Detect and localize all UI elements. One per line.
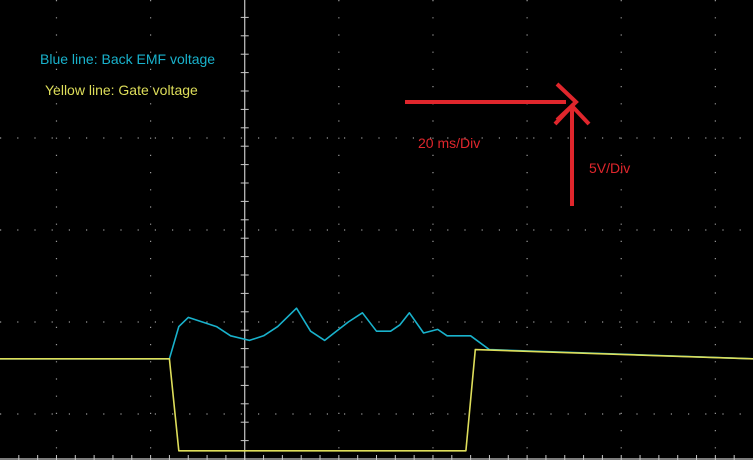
back-emf-trace [0,307,753,360]
legend-yellow-line: Yellow line: Gate voltage [45,82,198,98]
traces [0,307,753,452]
scale-arrows [405,82,591,206]
gate-voltage-trace [0,348,753,452]
time-scale-label: 20 ms/Div [418,135,481,151]
legend-blue-line: Blue line: Back EMF voltage [40,51,216,67]
volt-arrow-head [553,103,591,126]
volt-scale-label: 5V/Div [589,160,631,176]
